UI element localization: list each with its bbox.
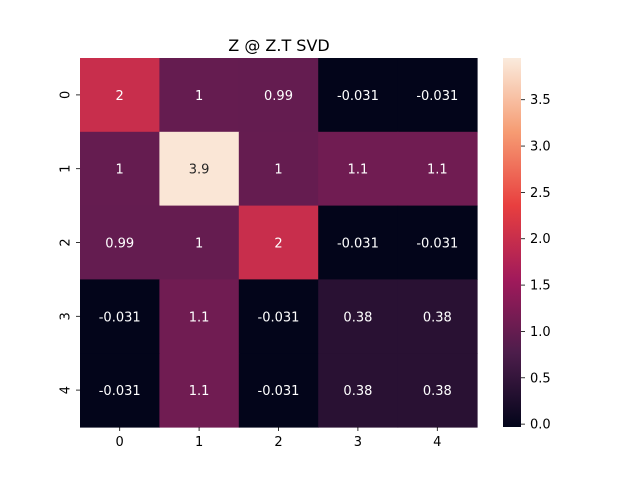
cell-annotation: -0.031 <box>99 310 141 325</box>
heatmap-cell <box>238 131 319 207</box>
y-axis: 0 1 2 3 4 <box>59 91 80 394</box>
heatmap-cell <box>159 353 240 428</box>
cell-annotation: 0.99 <box>264 89 293 104</box>
x-tick-label: 2 <box>274 435 282 450</box>
heatmap-cell <box>238 205 319 280</box>
cell-annotation: -0.031 <box>416 237 458 252</box>
cell-annotation: 3.9 <box>189 163 210 178</box>
heatmap-cell <box>318 279 399 354</box>
cell-annotation: 1.1 <box>348 163 369 178</box>
heatmap-cell <box>397 131 478 207</box>
heatmap-cell <box>238 279 319 354</box>
heatmap-cells <box>80 58 478 428</box>
cell-annotation: 1 <box>195 237 203 252</box>
heatmap-cell <box>318 353 399 428</box>
colorbar-tick-label: 1.0 <box>530 325 551 340</box>
x-tick-label: 3 <box>354 435 362 450</box>
heatmap-cell <box>397 205 478 280</box>
cell-annotation: 0.99 <box>105 237 134 252</box>
cell-annotations: 2 1 0.99 -0.031 -0.031 1 3.9 1 1.1 1.1 0.99 1 2 -0.03… <box>99 89 459 399</box>
heatmap-cell <box>238 353 319 428</box>
cell-annotation: 1.1 <box>189 384 210 399</box>
heatmap-cell <box>238 58 319 133</box>
cell-annotation: 0.38 <box>423 310 452 325</box>
heatmap-cell <box>159 205 240 280</box>
y-tick-label: 4 <box>59 386 74 394</box>
heatmap-cell <box>80 58 160 133</box>
x-tick-label: 4 <box>433 435 441 450</box>
heatmap-cell <box>318 205 399 280</box>
cell-annotation: -0.031 <box>337 89 379 104</box>
heatmap-cell <box>397 279 478 354</box>
cell-annotation: 2 <box>116 89 124 104</box>
colorbar-tick-label: 0.0 <box>530 418 551 433</box>
cell-annotation: 1 <box>195 89 203 104</box>
colorbar-tick-label: 3.0 <box>530 140 551 155</box>
y-tick-label: 3 <box>59 312 74 320</box>
cell-annotation: -0.031 <box>416 89 458 104</box>
heatmap-cell <box>159 131 240 207</box>
y-tick-label: 2 <box>59 238 74 246</box>
cell-annotation: 0.38 <box>343 310 372 325</box>
x-tick-label: 0 <box>116 435 124 450</box>
cell-annotation: 0.38 <box>423 384 452 399</box>
heatmap-cell <box>397 58 478 133</box>
cell-annotation: -0.031 <box>99 384 141 399</box>
heatmap-cell <box>80 353 160 428</box>
cell-annotation: 1.1 <box>189 310 210 325</box>
heatmap-cell <box>397 353 478 428</box>
colorbar-gradient <box>503 58 521 427</box>
heatmap-cell <box>159 58 240 133</box>
heatmap-cell <box>80 205 160 280</box>
cell-annotation: -0.031 <box>337 237 379 252</box>
cell-annotation: -0.031 <box>258 384 300 399</box>
x-axis: 0 1 2 3 4 <box>116 427 441 450</box>
heatmap-cell <box>80 279 160 354</box>
cell-annotation: 1.1 <box>427 163 448 178</box>
cell-annotation: 1 <box>116 163 124 178</box>
colorbar-tick-label: 3.5 <box>530 93 551 108</box>
colorbar-tick-label: 1.5 <box>530 279 551 294</box>
colorbar-tick-label: 2.0 <box>530 232 551 247</box>
heatmap-cell <box>318 58 399 133</box>
heatmap-cell <box>318 131 399 207</box>
colorbar-tick-label: 2.5 <box>530 186 551 201</box>
colorbar: 0.0 0.5 1.0 1.5 2.0 2.5 3.0 3.5 <box>503 58 551 433</box>
cell-annotation: 1 <box>274 163 282 178</box>
heatmap-cell <box>159 279 240 354</box>
cell-annotation: 0.38 <box>343 384 372 399</box>
x-tick-label: 1 <box>195 435 203 450</box>
y-tick-label: 1 <box>59 165 74 173</box>
cell-annotation: 2 <box>274 237 282 252</box>
cell-annotation: -0.031 <box>258 310 300 325</box>
chart-title: Z @ Z.T SVD <box>228 36 329 55</box>
colorbar-tick-label: 0.5 <box>530 371 551 386</box>
heatmap-cell <box>80 131 160 207</box>
y-tick-label: 0 <box>59 91 74 99</box>
